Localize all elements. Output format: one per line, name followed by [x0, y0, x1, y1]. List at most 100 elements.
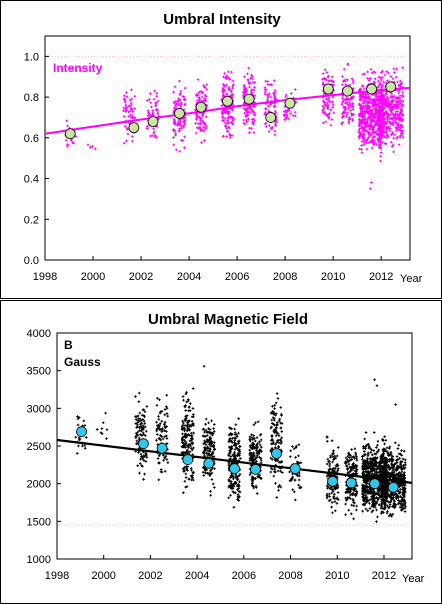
magnetic-data-point [205, 451, 208, 455]
intensity-data-point [123, 125, 127, 128]
magnetic-data-point [189, 474, 193, 478]
magnetic-data-point [190, 434, 193, 438]
magnetic-data-point [191, 387, 195, 390]
intensity-data-point [369, 68, 373, 71]
magnetic-data-point [166, 414, 169, 418]
magnetic-data-point [208, 449, 211, 453]
magnetic-field-chart: Umbral Magnetic Field 1998 2000 2002 2004 20… [27, 311, 425, 585]
intensity-data-point [380, 76, 384, 79]
intensity-data-point [203, 139, 206, 142]
intensity-data-point [383, 106, 387, 109]
intensity-mean-marker [147, 116, 159, 127]
intensity-data-point [172, 143, 176, 147]
intensity-data-point [401, 94, 404, 97]
magnetic-data-point [212, 455, 216, 459]
intensity-data-point [395, 67, 398, 71]
intensity-data-point [146, 114, 150, 118]
magnetic-data-point [142, 419, 146, 423]
intensity-data-point [376, 120, 380, 123]
magnetic-data-point [143, 410, 147, 413]
magnetic-data-point [208, 438, 211, 442]
intensity-data-point [341, 121, 344, 124]
intensity-data-point [283, 114, 286, 118]
magnetic-data-point [180, 445, 184, 449]
magnetic-data-point [191, 407, 195, 410]
intensity-data-point [321, 72, 325, 76]
intensity-data-point [183, 103, 187, 107]
intensity-data-point [224, 125, 227, 128]
magnetic-data-point [159, 434, 162, 437]
magnetic-data-point [192, 431, 195, 435]
magnetic-y-tick-label: 2500 [27, 441, 51, 453]
intensity-data-point [283, 118, 287, 121]
intensity-data-point [133, 107, 137, 110]
magnetic-data-point [209, 437, 213, 441]
intensity-data-point [389, 75, 393, 78]
intensity-data-point [381, 95, 384, 98]
magnetic-data-point [210, 419, 213, 423]
intensity-data-point [150, 105, 153, 109]
intensity-x-tick-label: 2000 [81, 271, 105, 283]
magnetic-data-point [185, 468, 188, 471]
intensity-data-point [323, 103, 327, 107]
intensity-data-point [223, 88, 227, 92]
magnetic-data-point [158, 437, 162, 441]
intensity-data-point [372, 100, 376, 103]
magnetic-data-point [201, 466, 205, 469]
intensity-data-point [389, 96, 393, 100]
magnetic-data-point [186, 423, 189, 427]
intensity-data-point [179, 102, 183, 106]
intensity-data-point [322, 101, 326, 104]
intensity-data-point [369, 123, 373, 127]
magnetic-y-tick-label: 3000 [27, 403, 51, 415]
intensity-data-point [248, 85, 251, 89]
intensity-data-point [231, 86, 234, 90]
magnetic-data-point [213, 467, 216, 471]
intensity-data-point [222, 75, 225, 79]
magnetic-data-point [139, 419, 143, 422]
intensity-data-point [145, 127, 149, 130]
magnetic-mean-marker [138, 438, 149, 450]
intensity-data-point [327, 79, 330, 83]
intensity-data-point [326, 114, 329, 118]
intensity-data-point [265, 125, 268, 129]
magnetic-data-point [228, 437, 232, 440]
intensity-data-point [146, 109, 150, 112]
magnetic-data-point [136, 419, 140, 423]
intensity-data-point [401, 117, 405, 121]
intensity-data-point [230, 70, 233, 74]
intensity-data-point [183, 120, 187, 123]
intensity-data-point [223, 72, 227, 75]
intensity-data-point [360, 144, 363, 147]
intensity-data-point [391, 117, 395, 120]
magnetic-data-point [183, 469, 186, 473]
intensity-data-point [268, 92, 271, 96]
intensity-data-point [378, 134, 382, 138]
magnetic-data-point [105, 437, 108, 440]
intensity-data-point [384, 112, 388, 116]
magnetic-data-point [83, 424, 87, 427]
intensity-data-point [122, 106, 126, 110]
intensity-data-point [379, 128, 383, 131]
magnetic-data-point [165, 437, 169, 440]
intensity-data-point [394, 121, 398, 124]
magnetic-data-point [74, 435, 78, 439]
magnetic-x-tick-label: 2008 [278, 570, 302, 582]
magnetic-data-point [181, 451, 184, 454]
intensity-data-point [366, 129, 369, 133]
intensity-data-point [358, 147, 361, 151]
intensity-data-point [399, 82, 403, 86]
intensity-data-point [389, 103, 393, 106]
magnetic-data-point [185, 450, 188, 454]
intensity-data-point [386, 135, 390, 139]
intensity-data-point [290, 92, 293, 95]
magnetic-data-point [209, 439, 213, 443]
intensity-data-point [381, 119, 385, 123]
intensity-data-point [359, 108, 363, 112]
intensity-data-point [273, 89, 277, 92]
intensity-data-point [232, 83, 235, 86]
intensity-data-point [267, 109, 270, 113]
magnetic-data-point [203, 439, 206, 443]
intensity-data-point [127, 115, 131, 118]
magnetic-data-point [135, 425, 139, 429]
